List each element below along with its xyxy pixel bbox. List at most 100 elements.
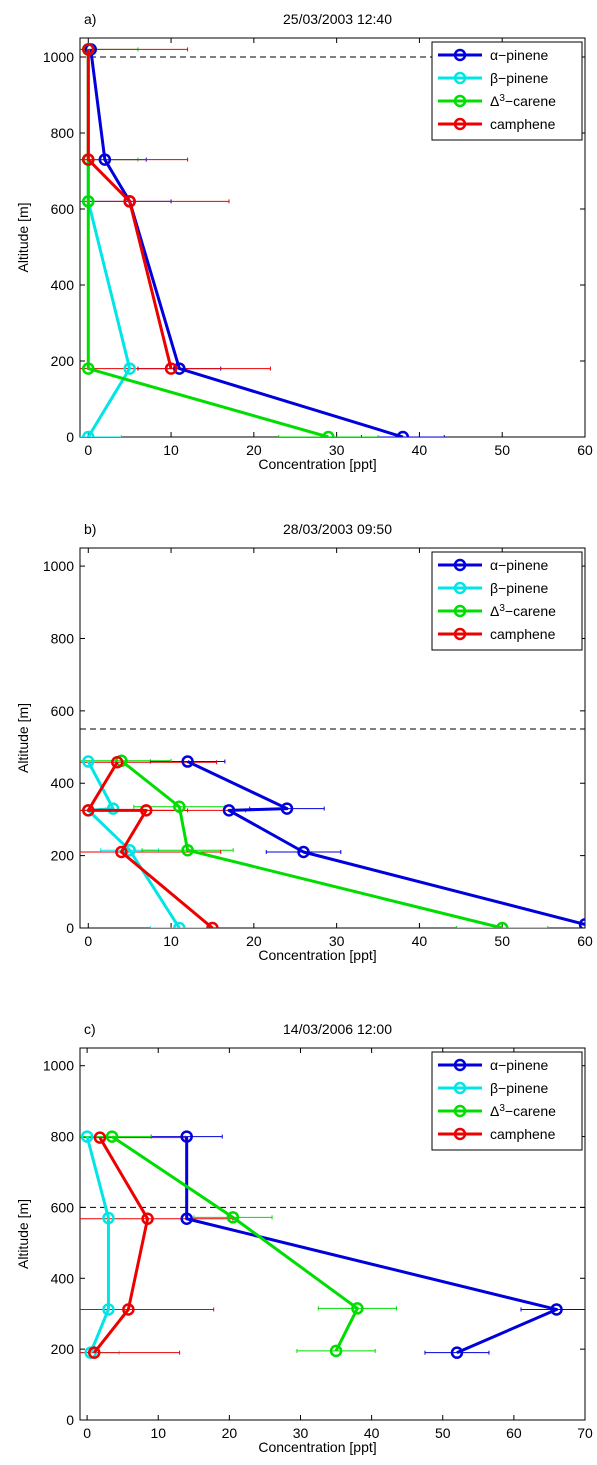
legend: α−pinene β−pinene Δ3−carene camphene xyxy=(431,41,583,141)
legend-label-part: Δ xyxy=(490,603,499,619)
x-tick-label: 50 xyxy=(494,933,510,949)
legend-label-part: −carene xyxy=(505,603,556,619)
y-tick-label: 600 xyxy=(51,201,75,217)
legend-label-superscript: 3 xyxy=(499,1103,505,1114)
y-tick-label: 800 xyxy=(51,630,75,646)
series-2-point xyxy=(82,755,95,768)
legend-label-3: Δ3−carene xyxy=(490,93,556,110)
legend-label-part: −carene xyxy=(505,93,556,109)
series-4-point xyxy=(206,921,219,928)
series-3-point xyxy=(105,1130,119,1143)
x-tick-label: 20 xyxy=(246,933,262,949)
legend-label-part: Δ xyxy=(490,1103,499,1119)
y-axis-label: Altitude [m] xyxy=(15,202,31,272)
series-4-point xyxy=(123,195,136,208)
x-tick-label: 40 xyxy=(412,442,428,458)
y-tick-label: 0 xyxy=(66,429,74,445)
y-tick-label: 200 xyxy=(51,848,75,864)
legend-swatch-marker xyxy=(453,1104,467,1118)
legend: α−pinene β−pinene Δ3−carene camphene xyxy=(431,1051,583,1151)
series-3-point xyxy=(322,430,335,437)
series-2-line xyxy=(85,1136,110,1354)
x-axis-label: Concentration [ppt] xyxy=(258,456,376,472)
series-2-point xyxy=(123,362,136,375)
x-tick-label: 30 xyxy=(293,1425,309,1441)
y-tick-label: 400 xyxy=(51,1270,75,1286)
series-4-point xyxy=(82,43,95,56)
series-4-point xyxy=(111,755,124,769)
series-3-point xyxy=(181,843,194,857)
series-4-point xyxy=(141,1212,154,1226)
x-tick-label: 60 xyxy=(506,1425,522,1441)
legend-label-superscript: 3 xyxy=(499,603,505,614)
legend-swatch-marker xyxy=(453,48,467,62)
series-2-point xyxy=(102,1211,115,1225)
y-tick-label: 0 xyxy=(66,1412,74,1428)
legend-swatch-marker xyxy=(453,1081,467,1095)
series-1-point xyxy=(396,430,410,437)
series-4-line xyxy=(93,1136,150,1354)
x-tick-label: 10 xyxy=(150,1425,166,1441)
y-tick-label: 400 xyxy=(51,775,75,791)
y-tick-label: 400 xyxy=(51,277,75,293)
legend-label-1: α−pinene xyxy=(490,557,549,573)
legend-swatch-marker xyxy=(453,627,467,641)
series-3-point xyxy=(226,1211,240,1224)
legend-label-part: Δ xyxy=(490,93,499,109)
x-tick-label: 0 xyxy=(84,442,92,458)
series-4-line xyxy=(86,49,173,369)
y-axis-label: Altitude [m] xyxy=(15,1199,31,1269)
series-3-point xyxy=(82,195,95,208)
series-1-point xyxy=(550,1303,563,1316)
x-tick-label: 60 xyxy=(577,933,593,949)
x-tick-label: 30 xyxy=(329,933,345,949)
series-3-point xyxy=(173,800,186,814)
series-2-point xyxy=(173,921,186,928)
series-3-point xyxy=(495,921,509,928)
x-tick-label: 10 xyxy=(163,442,179,458)
series-2-point xyxy=(123,843,136,857)
series-1-point xyxy=(578,918,585,928)
x-tick-label: 20 xyxy=(222,1425,238,1441)
series-4-point xyxy=(164,362,178,375)
legend-label-1: α−pinene xyxy=(490,47,549,63)
series-4-point xyxy=(115,845,128,859)
series-group xyxy=(80,754,585,928)
legend: α−pinene β−pinene Δ3−carene camphene xyxy=(431,551,583,651)
legend-label-3: Δ3−carene xyxy=(490,603,556,620)
x-tick-label: 0 xyxy=(84,933,92,949)
series-1-point xyxy=(173,362,186,375)
y-tick-label: 200 xyxy=(51,1341,75,1357)
legend-label-superscript: 3 xyxy=(499,93,505,104)
y-tick-label: 800 xyxy=(51,125,75,141)
legend-swatch-marker xyxy=(453,581,467,595)
series-1-point xyxy=(222,804,236,817)
series-1-point xyxy=(297,845,310,859)
series-1-line xyxy=(185,1136,559,1355)
series-4-point xyxy=(82,153,95,166)
series-1-point xyxy=(181,755,194,768)
plot-area xyxy=(79,1047,586,1421)
legend-label-4: camphene xyxy=(490,626,556,642)
series-4-point xyxy=(122,1303,135,1316)
x-tick-label: 50 xyxy=(435,1425,451,1441)
legend-label-3: Δ3−carene xyxy=(490,1103,556,1120)
series-2-point xyxy=(102,1303,115,1316)
series-3-point xyxy=(329,1344,343,1358)
series-3-point xyxy=(82,362,95,375)
x-tick-label: 50 xyxy=(494,442,510,458)
chart-title: 14/03/2006 12:00 xyxy=(283,1021,392,1037)
y-axis-label: Altitude [m] xyxy=(15,703,31,773)
legend-swatch-marker xyxy=(453,1127,467,1141)
series-4-point xyxy=(139,804,153,817)
x-tick-label: 20 xyxy=(246,442,262,458)
series-1-point xyxy=(450,1346,464,1359)
x-axis-label: Concentration [ppt] xyxy=(258,947,376,963)
series-4-point xyxy=(87,1346,101,1359)
chart-panel-2: b) 28/03/2003 09:500 10 20 30 40 50 60020040060… xyxy=(15,521,593,963)
legend-swatch-marker xyxy=(453,94,467,108)
chart-panel-3: c) 14/03/2006 12:00 0 10 20 30 40 50 60 70 0 200 400… xyxy=(15,1021,593,1455)
panel-label: a) xyxy=(84,11,96,27)
chart-title: 28/03/2003 09:50 xyxy=(283,521,392,537)
